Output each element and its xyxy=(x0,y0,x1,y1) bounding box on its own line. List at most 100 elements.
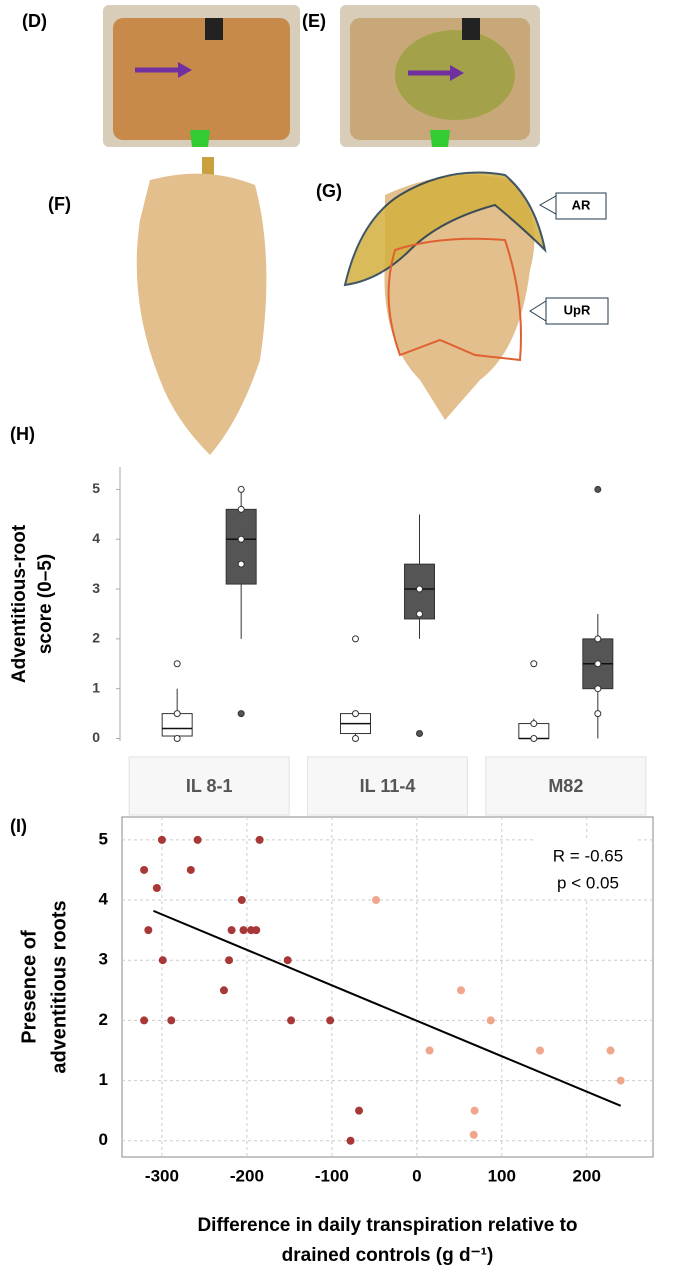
y-tick-label: 3 xyxy=(99,950,108,969)
outlier xyxy=(594,485,602,493)
y-tick-label: 3 xyxy=(92,580,100,596)
y-tick-label: 0 xyxy=(92,729,100,745)
data-point xyxy=(158,956,167,965)
data-point xyxy=(237,485,245,493)
panel-label: (D) xyxy=(22,11,47,31)
data-point xyxy=(355,1106,364,1115)
box xyxy=(225,508,257,585)
outlier xyxy=(237,710,245,718)
data-point xyxy=(530,720,538,728)
data-point xyxy=(252,926,261,935)
callout-label: AR xyxy=(572,197,591,212)
data-point xyxy=(469,1130,478,1139)
trend-line xyxy=(153,909,622,1107)
data-point xyxy=(144,926,153,935)
data-point xyxy=(352,735,359,743)
x-tick-label: -100 xyxy=(315,1166,349,1185)
data-point xyxy=(536,1046,545,1055)
data-point xyxy=(140,865,149,874)
data-point xyxy=(167,1016,176,1025)
data-point xyxy=(352,710,359,718)
data-point xyxy=(152,884,161,893)
category-box xyxy=(128,756,290,816)
x-axis-title: Difference in daily transpiration relati… xyxy=(197,1215,577,1236)
annotation: R = -0.65 xyxy=(553,846,623,865)
data-point xyxy=(416,585,423,593)
data-point xyxy=(157,835,166,844)
y-tick-label: 4 xyxy=(92,530,100,546)
data-point xyxy=(255,835,264,844)
y-axis-title: Adventitious-root xyxy=(9,524,30,683)
data-point xyxy=(283,956,292,965)
outlier xyxy=(530,660,538,668)
photo-d xyxy=(103,5,300,147)
photo-g xyxy=(343,171,547,420)
panel-label: (H) xyxy=(10,424,35,444)
annotation-box xyxy=(535,839,635,899)
x-tick-label: M82 xyxy=(548,776,583,796)
data-point xyxy=(173,710,181,718)
x-tick-label: -200 xyxy=(230,1166,264,1185)
panel-label: (F) xyxy=(48,194,71,214)
data-point xyxy=(237,535,245,543)
data-point xyxy=(237,896,246,905)
data-point xyxy=(287,1016,296,1025)
data-point xyxy=(237,560,245,568)
callout-ar: AR xyxy=(538,192,607,220)
photo-f xyxy=(136,157,267,456)
data-point xyxy=(470,1106,479,1115)
data-point xyxy=(606,1046,615,1055)
data-point xyxy=(372,896,381,905)
panel-label: (E) xyxy=(302,11,326,31)
annotation: p < 0.05 xyxy=(557,873,619,892)
x-tick-label: -300 xyxy=(145,1166,179,1185)
data-point xyxy=(186,865,195,874)
data-point xyxy=(239,926,248,935)
outlier xyxy=(173,660,181,668)
y-tick-label: 1 xyxy=(92,679,100,695)
data-point xyxy=(193,835,202,844)
data-point xyxy=(326,1016,335,1025)
outlier xyxy=(416,730,423,738)
category-box xyxy=(485,756,647,816)
data-point xyxy=(530,735,538,743)
panel-label: (I) xyxy=(10,816,27,836)
data-point xyxy=(140,1016,149,1025)
data-point xyxy=(594,635,602,643)
panel-label: (G) xyxy=(316,181,342,201)
data-point xyxy=(486,1016,495,1025)
callout-label: UpR xyxy=(564,302,591,317)
data-point xyxy=(594,685,602,693)
y-tick-label: 2 xyxy=(92,630,100,646)
outlier xyxy=(352,635,359,643)
data-point xyxy=(237,505,245,513)
y-tick-label: 1 xyxy=(99,1070,108,1089)
data-point xyxy=(227,926,236,935)
data-point xyxy=(346,1136,355,1145)
data-point xyxy=(225,956,234,965)
callout-upr: UpR xyxy=(529,297,609,325)
x-tick-label: IL 11-4 xyxy=(360,776,416,796)
y-tick-label: 5 xyxy=(92,480,100,496)
x-tick-label: IL 8-1 xyxy=(186,776,233,796)
y-tick-label: 2 xyxy=(99,1010,108,1029)
data-point xyxy=(425,1046,434,1055)
x-tick-label: 0 xyxy=(412,1166,421,1185)
y-axis-title: Presence of xyxy=(18,930,40,1044)
data-point xyxy=(594,660,602,668)
photo-e xyxy=(340,5,540,147)
y-tick-label: 4 xyxy=(99,890,109,909)
x-tick-label: 100 xyxy=(488,1166,516,1185)
data-point xyxy=(456,986,465,995)
data-point xyxy=(616,1076,625,1085)
y-tick-label: 0 xyxy=(99,1130,108,1149)
category-box xyxy=(307,756,468,816)
data-point xyxy=(594,710,602,718)
data-point xyxy=(219,986,228,995)
data-point xyxy=(173,735,181,743)
y-axis-title: adventitious roots xyxy=(48,900,70,1073)
y-axis-title: score (0–5) xyxy=(35,554,56,654)
x-axis-title: drained controls (g d⁻¹) xyxy=(282,1245,494,1266)
